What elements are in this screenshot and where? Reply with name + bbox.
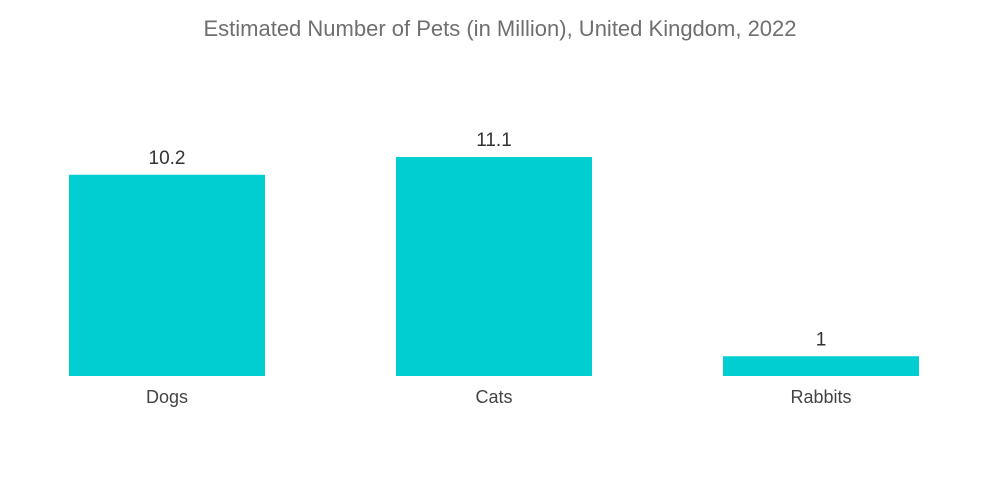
bar-rabbits [723, 356, 919, 376]
bars-layer [69, 157, 919, 376]
tick-labels-layer: Dogs Cats Rabbits [146, 387, 852, 407]
x-tick-label-cats: Cats [475, 387, 512, 407]
bar-cats [396, 157, 592, 376]
value-label-dogs: 10.2 [149, 148, 186, 169]
x-tick-label-dogs: Dogs [146, 387, 188, 407]
chart-title: Estimated Number of Pets (in Million), U… [203, 16, 797, 41]
x-tick-label-rabbits: Rabbits [790, 387, 851, 407]
value-labels-layer: 10.2 11.1 1 [149, 130, 827, 350]
value-label-cats: 11.1 [476, 130, 512, 151]
value-label-rabbits: 1 [816, 329, 827, 350]
bar-dogs [69, 174, 265, 376]
